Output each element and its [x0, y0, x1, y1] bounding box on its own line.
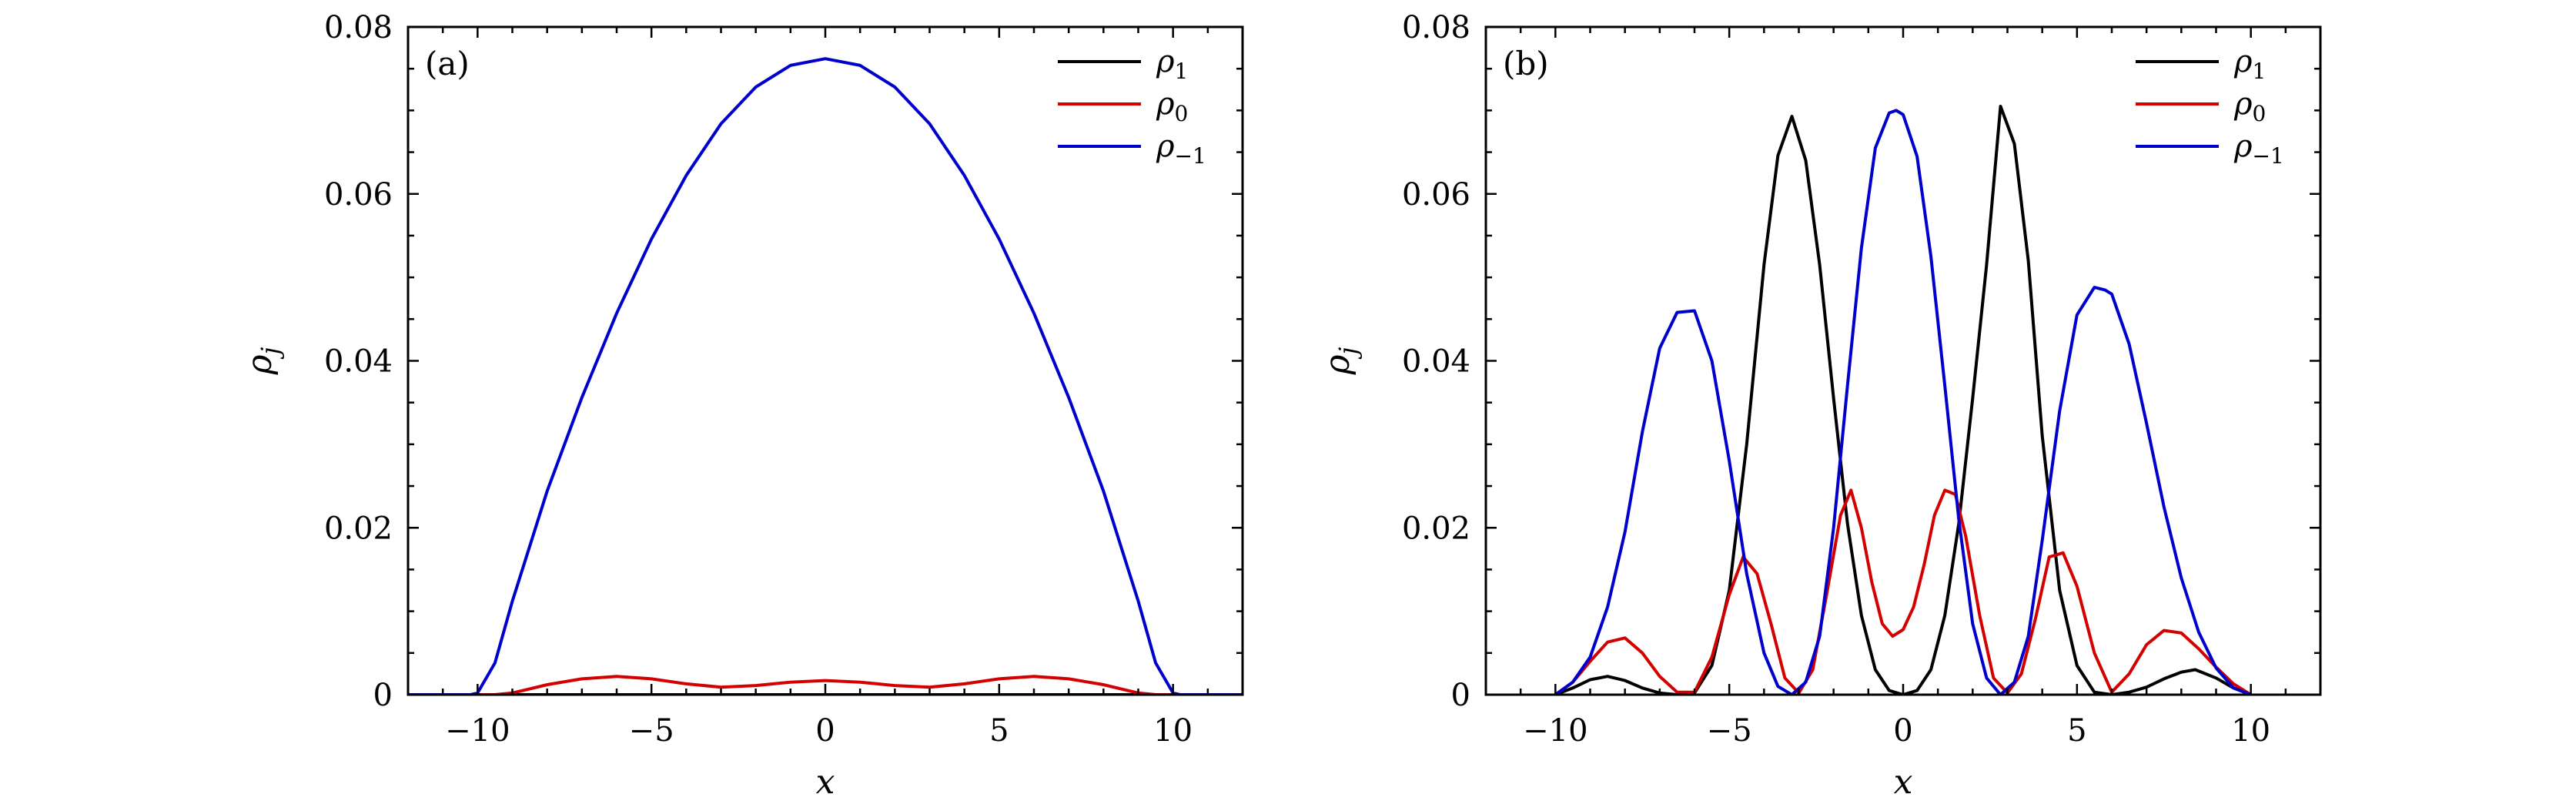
- legend-label: ρ1: [2233, 44, 2266, 84]
- y-tick-label: 0.02: [1402, 511, 1470, 546]
- x-axis-label: x: [1894, 762, 1913, 802]
- y-tick-label: 0.08: [1402, 10, 1470, 45]
- series-line-rho-minus-1: [408, 57, 1243, 695]
- series-line-rho-0: [408, 675, 1243, 695]
- x-tick-label: 10: [1153, 713, 1193, 749]
- y-tick-label: 0.02: [324, 511, 393, 546]
- series-line-rho-1: [1554, 105, 2252, 695]
- legend-label: ρ0: [2233, 86, 2266, 126]
- plot-frame: [406, 25, 1244, 696]
- y-tick-label: 0.04: [1402, 344, 1470, 380]
- y-axis-label: ρj: [240, 347, 285, 376]
- y-tick-label: 0.08: [324, 10, 393, 45]
- x-tick-label: 0: [815, 713, 835, 749]
- y-axis-label-symbol: ρ: [1318, 354, 1357, 375]
- y-tick-label: 0: [373, 678, 393, 713]
- series-line-rho-0: [1554, 488, 2252, 695]
- y-tick-label: 0.06: [324, 177, 393, 213]
- x-axis-label: x: [816, 762, 835, 802]
- y-tick-label: 0.06: [1402, 177, 1470, 213]
- y-axis-label-symbol: ρ: [240, 354, 279, 375]
- x-tick-label: −10: [445, 713, 510, 749]
- panel-label: (a): [425, 45, 470, 82]
- legend-label: ρ−1: [1156, 129, 1206, 169]
- legend-label: ρ−1: [2233, 129, 2284, 169]
- series-line-rho-minus-1: [1554, 109, 2252, 695]
- x-tick-label: 10: [2231, 713, 2270, 749]
- x-tick-label: −10: [1523, 713, 1587, 749]
- x-tick-label: −5: [1707, 713, 1752, 749]
- legend-label: ρ0: [1156, 86, 1188, 126]
- panel-label: (b): [1503, 45, 1549, 82]
- x-tick-label: 0: [1893, 713, 1912, 749]
- x-tick-label: 5: [989, 713, 1009, 749]
- y-tick-label: 0.04: [324, 344, 393, 380]
- x-tick-label: −5: [629, 713, 674, 749]
- x-tick-label: 5: [2067, 713, 2086, 749]
- y-axis-label: ρj: [1318, 347, 1363, 376]
- y-tick-label: 0: [1451, 678, 1470, 713]
- legend-label: ρ1: [1156, 44, 1188, 84]
